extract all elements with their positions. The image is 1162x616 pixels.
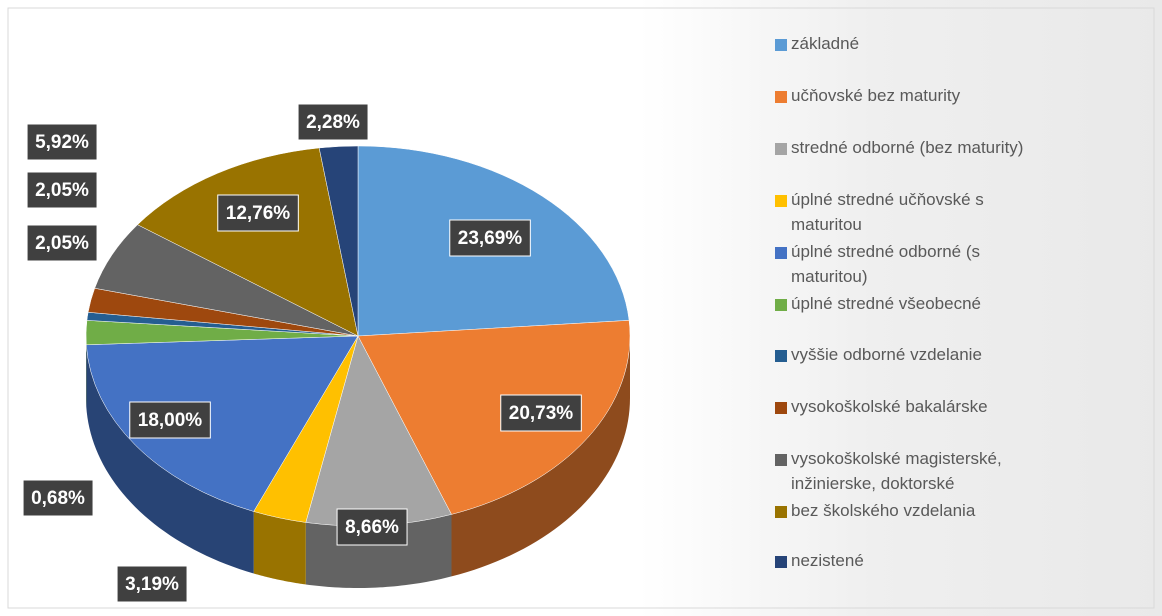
value-label-box xyxy=(22,479,94,517)
legend-item: vysokoškolské magisterské, inžinierske, … xyxy=(775,449,1155,496)
chart-border xyxy=(7,7,1155,609)
value-label-box xyxy=(336,508,408,546)
value-label: 2,05% xyxy=(35,233,89,254)
slice-side xyxy=(253,511,306,585)
legend-item: vysokoškolské bakalárske xyxy=(775,397,1155,419)
value-label-box xyxy=(26,171,98,209)
value-label-group: 12,76% xyxy=(217,194,299,232)
legend-swatch xyxy=(775,91,787,103)
value-label: 12,76% xyxy=(226,203,291,224)
legend-label: vyššie odborné vzdelanie xyxy=(791,345,982,364)
value-label: 5,92% xyxy=(35,132,89,153)
legend-label: úplné stredné všeobecné xyxy=(791,294,981,313)
value-label: 8,66% xyxy=(345,517,399,538)
value-label-box xyxy=(449,219,531,257)
slice xyxy=(357,320,631,515)
value-label-group: 3,19% xyxy=(116,565,188,603)
slice xyxy=(137,147,359,337)
legend-swatch xyxy=(775,39,787,51)
legend-swatch xyxy=(775,454,787,466)
legend-item: úplné stredné všeobecné xyxy=(775,294,1155,316)
slice xyxy=(86,335,359,512)
legend-item: úplné stredné odborné (s maturitou) xyxy=(775,242,1155,289)
value-label: 2,28% xyxy=(306,112,360,133)
legend-swatch xyxy=(775,506,787,518)
legend-item: nezistené xyxy=(775,551,1155,573)
legend-label: základné xyxy=(791,34,860,53)
legend-swatch xyxy=(775,556,787,568)
value-label-group: 5,92% xyxy=(26,123,98,161)
value-label: 0,68% xyxy=(31,488,85,509)
value-label-group: 18,00% xyxy=(129,401,211,439)
legend-label: vysokoškolské bakalárske xyxy=(791,397,988,416)
value-label: 23,69% xyxy=(458,228,523,249)
value-label: 20,73% xyxy=(509,403,574,424)
legend-item: základné xyxy=(775,34,1155,56)
legend-swatch xyxy=(775,402,787,414)
legend-swatch xyxy=(775,143,787,155)
value-label-group: 23,69% xyxy=(449,219,531,257)
value-label-box xyxy=(26,123,98,161)
value-label-box xyxy=(129,401,211,439)
legend-item: úplné stredné učňovské s maturitou xyxy=(775,190,1155,237)
value-label-box xyxy=(26,224,98,262)
legend-item: stredné odborné (bez maturity) xyxy=(775,138,1155,160)
legend-label: vysokoškolské magisterské, inžinierske, … xyxy=(791,449,1002,493)
legend-label: stredné odborné (bez maturity) xyxy=(791,138,1024,157)
slice xyxy=(318,145,359,337)
legend-swatch xyxy=(775,299,787,311)
value-label-group: 8,66% xyxy=(336,508,408,546)
value-label-group: 20,73% xyxy=(500,394,582,432)
legend-label: nezistené xyxy=(791,551,864,570)
value-label: 3,19% xyxy=(125,574,179,595)
value-label-box xyxy=(500,394,582,432)
legend-label: učňovské bez maturity xyxy=(791,86,961,105)
value-label-group: 2,28% xyxy=(297,103,369,141)
legend-item: bez školského vzdelania xyxy=(775,501,1155,523)
legend-swatch xyxy=(775,350,787,362)
value-label-group: 2,05% xyxy=(26,224,98,262)
value-label-box xyxy=(217,194,299,232)
legend-item: učňovské bez maturity xyxy=(775,86,1155,108)
value-label-group: 0,68% xyxy=(22,479,94,517)
slice-side xyxy=(451,336,630,577)
legend-swatch xyxy=(775,195,787,207)
value-label: 2,05% xyxy=(35,180,89,201)
legend-label: bez školského vzdelania xyxy=(791,501,976,520)
legend-swatch xyxy=(775,247,787,259)
value-label-box xyxy=(297,103,369,141)
value-label-group: 2,05% xyxy=(26,171,98,209)
slice-side xyxy=(86,344,254,574)
value-label-box xyxy=(116,565,188,603)
legend-label: úplné stredné odborné (s maturitou) xyxy=(791,242,981,286)
legend-item: vyššie odborné vzdelanie xyxy=(775,345,1155,367)
value-label: 18,00% xyxy=(138,410,203,431)
legend-label: úplné stredné učňovské s maturitou xyxy=(791,190,984,234)
